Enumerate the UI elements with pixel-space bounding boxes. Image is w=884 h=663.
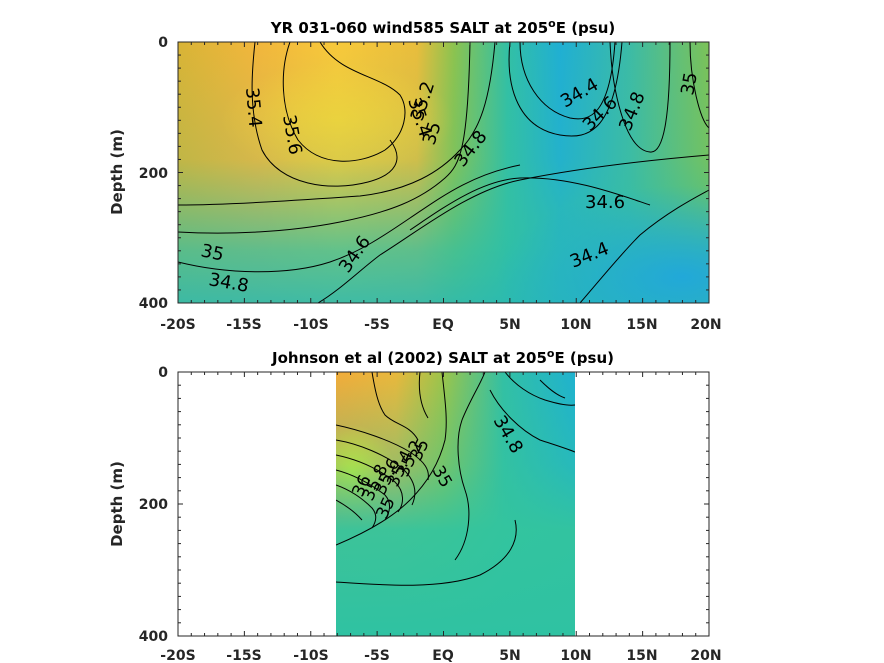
xtick-label: 15N bbox=[626, 317, 657, 333]
contour-35 bbox=[178, 42, 471, 234]
contour-35-2 bbox=[178, 42, 496, 206]
contour-label: 34.6 bbox=[585, 192, 625, 213]
bottom-panel-ticks bbox=[177, 371, 710, 637]
xtick-label: 5N bbox=[499, 648, 520, 663]
bottom-panel-title: Johnson et al (2002) SALT at 205oE (psu) bbox=[271, 347, 614, 367]
top-panel-field bbox=[178, 42, 709, 303]
contour-label: 35 bbox=[677, 71, 702, 97]
contour-b9 bbox=[454, 372, 486, 561]
xtick-label: 10N bbox=[560, 317, 591, 333]
xtick-label: -5S bbox=[364, 648, 390, 663]
contour-b10 bbox=[371, 372, 419, 441]
top-panel-ylabel: Depth (m) bbox=[108, 129, 126, 215]
top-panel-ticks bbox=[177, 41, 710, 304]
contour-b5 bbox=[336, 484, 377, 529]
contour-b4 bbox=[336, 469, 390, 521]
xtick-label: -15S bbox=[226, 317, 261, 333]
contour-35-4 bbox=[251, 42, 398, 187]
xtick-label: -10S bbox=[293, 648, 328, 663]
xtick-label: -15S bbox=[226, 648, 261, 663]
contour-34-4-top bbox=[519, 42, 616, 120]
top-panel-ytick-labels: 0 200 400 bbox=[139, 35, 168, 312]
contour-label: 35.4 bbox=[241, 87, 265, 129]
contour-b7 bbox=[336, 372, 447, 546]
contour-34-6-top bbox=[508, 42, 623, 137]
contour-b12 bbox=[489, 389, 575, 453]
bottom-panel-ylabel: Depth (m) bbox=[108, 461, 126, 547]
contour-34-8-top bbox=[609, 42, 671, 153]
top-panel-title: YR 031-060 wind585 SALT at 205oE (psu) bbox=[270, 17, 616, 37]
bottom-panel: 34.8 35 35.2 35.4 35.6 35.8 36 35 35 Joh… bbox=[108, 347, 722, 663]
ytick-label: 0 bbox=[158, 35, 168, 51]
xtick-label: 15N bbox=[626, 648, 657, 663]
xtick-label: 10N bbox=[560, 648, 591, 663]
contour-b1 bbox=[336, 424, 429, 481]
contour-34-4 bbox=[579, 189, 709, 303]
xtick-label: -20S bbox=[160, 648, 195, 663]
xtick-label: -10S bbox=[293, 317, 328, 333]
contour-34-6-lower bbox=[317, 154, 709, 303]
bottom-panel-ytick-labels: 0 200 400 bbox=[139, 365, 168, 645]
xtick-label: 20N bbox=[690, 317, 721, 333]
top-panel-xtick-labels: -20S -15S -10S -5S EQ 5N 10N 15N 20N bbox=[160, 317, 721, 333]
ytick-label: 200 bbox=[139, 166, 168, 182]
ytick-label: 400 bbox=[139, 629, 168, 645]
ytick-label: 200 bbox=[139, 497, 168, 513]
contour-35-6 bbox=[282, 42, 406, 162]
xtick-label: -5S bbox=[364, 317, 390, 333]
ytick-label: 400 bbox=[139, 296, 168, 312]
contour-b8 bbox=[336, 519, 517, 586]
contour-35-top bbox=[689, 42, 709, 129]
contour-34-8 bbox=[178, 164, 521, 273]
bottom-panel-field bbox=[336, 372, 575, 636]
contour-b11 bbox=[418, 372, 429, 419]
bottom-panel-contours bbox=[336, 372, 575, 586]
contour-34-6-mid bbox=[409, 177, 651, 231]
xtick-label: EQ bbox=[432, 317, 454, 333]
xtick-label: -20S bbox=[160, 317, 195, 333]
contour-label: 35 bbox=[199, 240, 226, 265]
xtick-label: 20N bbox=[690, 648, 721, 663]
ytick-label: 0 bbox=[158, 365, 168, 381]
xtick-label: 5N bbox=[499, 317, 520, 333]
contour-b6 bbox=[336, 499, 363, 521]
contour-b13 bbox=[504, 372, 575, 406]
contour-b3 bbox=[336, 454, 403, 513]
contour-b14 bbox=[539, 379, 566, 399]
top-panel-contours bbox=[178, 42, 709, 303]
bottom-panel-xtick-labels: -20S -15S -10S -5S EQ 5N 10N 15N 20N bbox=[160, 648, 721, 663]
contour-b2 bbox=[336, 439, 416, 506]
top-panel: 35.4 35.6 35.4 35.2 35 34.8 34.4 34.6 34… bbox=[108, 17, 722, 333]
xtick-label: EQ bbox=[432, 648, 454, 663]
